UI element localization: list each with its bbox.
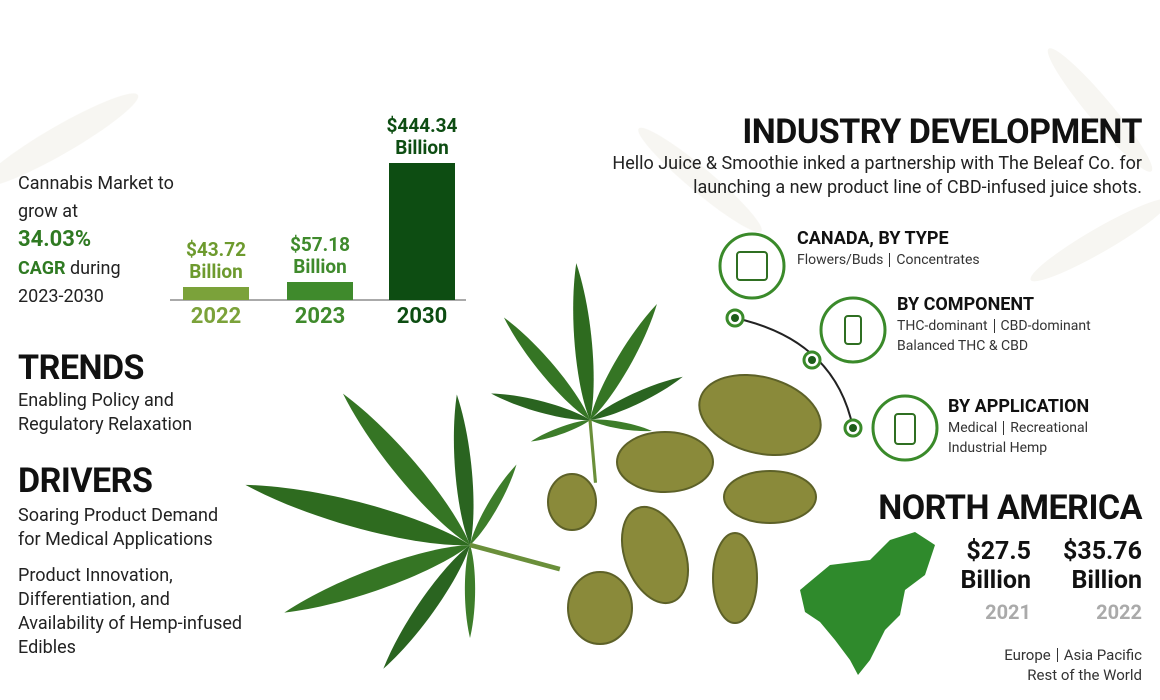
region-value: $35.76 Billion bbox=[1063, 537, 1142, 595]
drivers-list: Soaring Product Demand for Medical Appli… bbox=[18, 504, 243, 660]
segment-item: Industrial Hemp bbox=[948, 440, 1048, 456]
segment-title: BY COMPONENT bbox=[897, 294, 1035, 315]
segment-items: Flowers/Buds Concentrates bbox=[797, 250, 1037, 270]
region-title: NORTH AMERICA bbox=[878, 488, 1142, 528]
segment-item: THC-dominant bbox=[897, 318, 988, 334]
cagr-value: 34.03% bbox=[18, 227, 92, 252]
segment-items: THC-dominant CBD-dominant Balanced THC & C… bbox=[897, 316, 1137, 356]
other-regions: Europe Asia Pacific Rest of the World bbox=[942, 645, 1142, 685]
drivers-title: DRIVERS bbox=[18, 461, 153, 501]
industry-title: INDUSTRY DEVELOPMENT bbox=[742, 112, 1142, 152]
trends-title: TRENDS bbox=[18, 348, 145, 388]
region-name: Asia Pacific bbox=[1056, 648, 1142, 663]
segment-item: Flowers/Buds bbox=[797, 252, 884, 268]
driver-item: Product Innovation, Differentiation, and… bbox=[18, 565, 243, 658]
market-intro: Cannabis Market to grow at 34.03% CAGR d… bbox=[18, 170, 188, 311]
region-name: Rest of the World bbox=[1027, 666, 1142, 684]
trends-text: Enabling Policy and Regulatory Relaxatio… bbox=[18, 390, 193, 435]
segment-item: Concentrates bbox=[889, 253, 980, 267]
intro-text: Cannabis Market to grow at bbox=[18, 173, 174, 222]
segment-item: Balanced THC & CBD bbox=[897, 338, 1029, 354]
region-name: Europe bbox=[1004, 646, 1051, 664]
segment-item: CBD-dominant bbox=[993, 319, 1091, 333]
period: 2023-2030 bbox=[18, 286, 104, 307]
segment-title: CANADA, BY TYPE bbox=[797, 228, 949, 249]
segment-item: Medical bbox=[948, 420, 998, 436]
cagr-label: CAGR bbox=[18, 258, 66, 279]
industry-text: Hello Juice & Smoothie inked a partnersh… bbox=[612, 153, 1142, 198]
segment-item: Recreational bbox=[1003, 421, 1088, 435]
segment-title: BY APPLICATION bbox=[948, 396, 1090, 417]
region-value: $27.5 Billion bbox=[960, 537, 1031, 595]
segment-items: Medical Recreational Industrial Hemp bbox=[948, 418, 1160, 458]
region-year: 2022 bbox=[1096, 600, 1142, 624]
cagr-suffix: during bbox=[70, 258, 121, 279]
region-year: 2021 bbox=[985, 600, 1031, 624]
driver-item: Soaring Product Demand for Medical Appli… bbox=[18, 505, 219, 550]
